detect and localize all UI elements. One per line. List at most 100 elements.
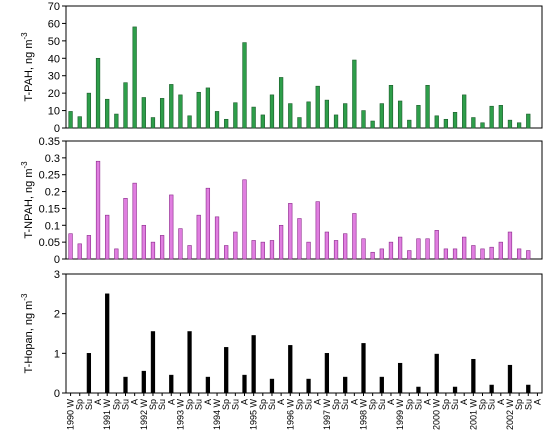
y-tick-label: 1 (54, 348, 60, 360)
bar-2-36 (397, 236, 403, 260)
y-tick-label: 0 (54, 388, 60, 400)
bar-1-37 (407, 119, 412, 129)
bar-1-4 (105, 98, 110, 129)
bar-2-5 (114, 248, 119, 260)
bar-2-34 (379, 248, 384, 260)
y-axis-label: T-NPAH, ng m-3 (20, 161, 35, 239)
bar-2-47 (498, 241, 503, 260)
bar-3-4 (105, 293, 110, 394)
bar-1-43 (462, 94, 467, 129)
x-tick-label: Su (267, 399, 277, 410)
bar-2-22 (269, 240, 275, 260)
y-tick-label: 3 (54, 269, 60, 281)
bar-1-8 (141, 97, 146, 129)
bar-3-22 (269, 378, 275, 394)
bar-2-6 (123, 198, 128, 260)
y-tick-label: 2 (54, 309, 60, 321)
bar-1-47 (498, 105, 503, 129)
y-tick-label: 60 (48, 18, 60, 30)
x-tick-label: 1999 W (395, 399, 405, 431)
bar-3-44 (471, 358, 476, 394)
x-tick-label: 1992 W (139, 399, 149, 431)
x-tick-label: 2002 W (505, 399, 515, 431)
bar-1-32 (361, 110, 366, 129)
bar-2-2 (86, 235, 92, 260)
bar-2-1 (77, 243, 82, 260)
bar-2-42 (452, 248, 458, 260)
bar-2-20 (251, 240, 256, 260)
bar-2-30 (343, 233, 348, 260)
bar-1-33 (370, 120, 375, 129)
bar-1-22 (269, 94, 275, 129)
x-tick-label: Su (487, 399, 497, 410)
bar-1-13 (187, 115, 192, 129)
panel-3: 0 1 2 3 T-Hopan, ng m-3 (20, 269, 543, 400)
y-tick-label: 50 (48, 36, 60, 48)
bar-2-48 (507, 231, 513, 260)
y-tick-label: 10 (48, 106, 60, 118)
bar-1-24 (288, 103, 293, 129)
x-tick-label: Sp (404, 399, 414, 410)
bar-3-11 (169, 374, 174, 394)
x-tick-label: Sp (368, 399, 378, 410)
bar-2-15 (205, 187, 211, 260)
bar-2-40 (434, 230, 439, 260)
bar-2-9 (150, 241, 156, 260)
bar-2-23 (278, 224, 284, 260)
bar-3-2 (86, 353, 92, 394)
bar-1-38 (416, 105, 421, 129)
bar-2-14 (196, 214, 201, 260)
x-tick-label: Su (230, 399, 240, 410)
y-axis-label: T-PAH, ng m-3 (20, 32, 35, 102)
panel-1: 0 10 20 30 40 50 60 70 T-PAH, ng m-3 (20, 1, 543, 135)
bar-1-5 (114, 113, 119, 129)
bar-3-38 (416, 386, 421, 394)
bar-2-4 (105, 214, 110, 260)
x-tick-label: 2000 W (432, 399, 442, 431)
bar-2-29 (333, 240, 339, 260)
bar-1-7 (132, 26, 137, 129)
x-tick-label: Su (304, 399, 314, 410)
y-tick-label: 0.25 (39, 170, 60, 182)
bar-1-9 (150, 117, 156, 129)
bar-2-43 (462, 236, 467, 260)
bar-3-17 (224, 347, 229, 394)
x-tick-label: 1994 W (212, 399, 222, 431)
bar-1-23 (278, 77, 284, 129)
bar-1-36 (397, 100, 403, 129)
plot-frame (65, 5, 543, 129)
bar-2-3 (95, 160, 101, 260)
y-tick-label: 20 (48, 88, 60, 100)
bar-2-0 (68, 233, 73, 260)
panel-2: 0 0.05 0.1 0.15 0.2 0.25 0.3 0.35 T-NPAH, ng m-3 (20, 136, 543, 266)
x-tick-label: Sp (75, 399, 85, 410)
bar-2-10 (159, 235, 165, 260)
bar-1-49 (516, 122, 522, 129)
bar-1-12 (178, 94, 183, 129)
bar-2-27 (315, 201, 320, 260)
bar-3-28 (324, 353, 330, 394)
x-tick-label: 1995 W (249, 399, 259, 431)
bar-1-16 (214, 111, 220, 129)
x-tick-label: A (130, 399, 140, 405)
y-tick-label: 0 (54, 123, 60, 135)
x-tick-label: A (349, 399, 359, 405)
bar-3-26 (306, 378, 311, 394)
x-tick-label: A (93, 399, 103, 405)
bar-2-18 (233, 231, 238, 260)
x-tick-label: Su (377, 399, 387, 410)
y-tick-label: 0.05 (39, 237, 60, 249)
x-tick-label: A (203, 399, 213, 405)
bar-1-34 (379, 103, 384, 129)
bar-2-11 (169, 194, 174, 260)
x-tick-label: Su (121, 399, 131, 410)
x-tick-label: Su (340, 399, 350, 410)
x-tick-label: A (166, 399, 176, 405)
bar-1-28 (324, 99, 330, 129)
x-tick-label: 1991 W (102, 399, 112, 431)
bar-1-10 (159, 98, 165, 129)
bar-3-13 (187, 331, 192, 394)
bar-1-1 (77, 116, 82, 129)
